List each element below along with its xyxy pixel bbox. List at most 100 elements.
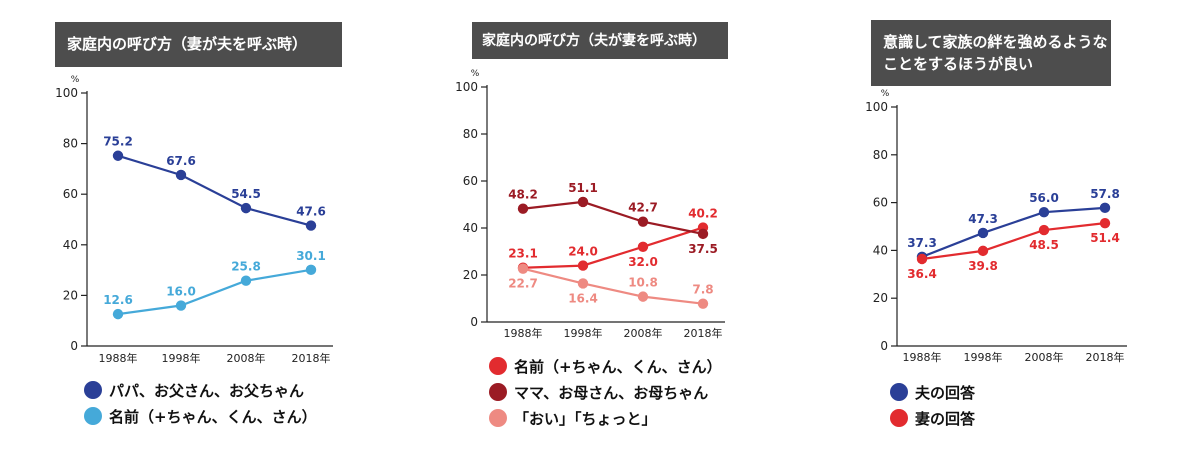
- y-tick-label: 40: [463, 221, 478, 235]
- chart-title-line: 意識して家族の絆を強めるような: [883, 33, 1108, 51]
- y-axis-unit: %: [881, 89, 890, 99]
- data-label: 39.8: [968, 259, 998, 273]
- data-point: [697, 298, 709, 309]
- x-tick-label: 1998年: [162, 351, 201, 365]
- data-point: [517, 263, 529, 274]
- chart-title: 家庭内の呼び方（夫が妻を呼ぶ時）: [472, 22, 728, 59]
- y-tick-label: 0: [70, 339, 78, 353]
- x-tick-label: 1998年: [564, 326, 603, 340]
- legend-label: 夫の回答: [915, 383, 976, 402]
- data-point: [1038, 206, 1050, 218]
- data-label: 32.0: [628, 255, 658, 269]
- data-point: [637, 291, 649, 302]
- legend-label: 名前（+ちゃん、くん、さん）: [514, 357, 722, 376]
- data-point: [112, 150, 124, 161]
- data-point: [517, 203, 529, 214]
- y-tick-label: 60: [63, 187, 78, 201]
- data-point: [977, 227, 989, 239]
- legend: 名前（+ちゃん、くん、さん） ママ、お母さん、お母ちゃん 「おい」「ちょっと」: [489, 353, 722, 431]
- legend-label: 妻の回答: [915, 409, 976, 428]
- series-line: [921, 206, 1106, 258]
- legend-label: 「おい」「ちょっと」: [514, 409, 657, 428]
- legend-item: 夫の回答: [890, 379, 975, 405]
- data-label: 47.3: [968, 212, 998, 226]
- legend-label: パパ、お父さん、お父ちゃん: [109, 381, 305, 400]
- legend-swatch: [84, 381, 102, 399]
- y-tick-label: 20: [63, 288, 78, 302]
- y-tick-label: 20: [463, 268, 478, 282]
- data-point: [637, 216, 649, 227]
- data-point: [240, 275, 252, 286]
- data-label: 36.4: [907, 267, 937, 281]
- data-label: 67.6: [166, 154, 196, 168]
- chart-panel-family-bond: 意識して家族の絆を強めるような ことをするほうが良い % 0 20 40 60 80 100…: [800, 0, 1200, 450]
- y-tick-label: 80: [873, 148, 888, 162]
- data-label: 24.0: [568, 245, 598, 259]
- series-line: [117, 268, 312, 316]
- y-tick-label: 0: [880, 339, 888, 353]
- data-label: 37.3: [907, 236, 937, 250]
- data-point: [1099, 217, 1111, 229]
- data-point: [175, 300, 187, 311]
- data-label: 51.4: [1090, 231, 1120, 245]
- data-label: 42.7: [628, 201, 658, 215]
- legend-swatch: [489, 357, 507, 375]
- y-axis-unit: %: [471, 69, 480, 79]
- data-point: [577, 278, 589, 289]
- data-label: 47.6: [296, 205, 326, 219]
- legend-item: 妻の回答: [890, 405, 975, 431]
- data-label: 7.8: [692, 283, 713, 297]
- series-line: [117, 154, 312, 227]
- legend-item: 名前（+ちゃん、くん、さん）: [84, 403, 317, 429]
- data-label: 37.5: [688, 242, 718, 256]
- y-tick-label: 80: [63, 137, 78, 151]
- line-chart-husband-calls-wife: % 0 20 40 60 80 100 1988年 1998年 2008年 2018年 23.1 24.…: [455, 69, 725, 340]
- data-point: [577, 196, 589, 208]
- y-axis-unit: %: [71, 75, 80, 85]
- legend: パパ、お父さん、お父ちゃん 名前（+ちゃん、くん、さん）: [84, 377, 317, 429]
- y-tick-label: 20: [873, 291, 888, 305]
- data-point: [305, 264, 317, 276]
- data-label: 12.6: [103, 293, 133, 307]
- data-label: 23.1: [508, 247, 538, 261]
- data-point: [977, 245, 989, 257]
- x-tick-label: 1988年: [99, 351, 138, 365]
- series-line: [522, 200, 704, 235]
- data-point: [112, 308, 124, 320]
- series-line: [921, 222, 1106, 261]
- chart-title: 意識して家族の絆を強めるような ことをするほうが良い: [871, 20, 1111, 86]
- data-label: 48.5: [1029, 238, 1059, 252]
- x-tick-label: 2008年: [227, 351, 266, 365]
- y-tick-label: 100: [55, 86, 78, 100]
- x-tick-label: 2018年: [684, 326, 723, 340]
- chart-title-line: 家庭内の呼び方（夫が妻を呼ぶ時）: [482, 33, 706, 49]
- legend-swatch: [890, 409, 908, 427]
- y-tick-label: 40: [63, 238, 78, 252]
- series-line: [522, 226, 704, 269]
- data-label: 16.0: [166, 285, 196, 299]
- data-label: 22.7: [508, 277, 538, 291]
- data-label: 51.1: [568, 181, 598, 195]
- x-tick-label: 2018年: [292, 351, 331, 365]
- legend-label: ママ、お母さん、お母ちゃん: [514, 383, 709, 402]
- data-label: 25.8: [231, 260, 261, 274]
- data-label: 10.8: [628, 276, 658, 290]
- legend-label: 名前（+ちゃん、くん、さん）: [109, 407, 317, 426]
- y-tick-label: 60: [463, 174, 478, 188]
- data-label: 54.5: [231, 187, 261, 201]
- legend-item: ママ、お母さん、お母ちゃん: [489, 379, 722, 405]
- x-tick-label: 1988年: [504, 326, 543, 340]
- data-label: 56.0: [1029, 191, 1059, 205]
- data-label: 57.8: [1090, 187, 1120, 201]
- data-label: 48.2: [508, 188, 538, 202]
- data-point: [1038, 224, 1050, 236]
- data-label: 16.4: [568, 291, 598, 305]
- legend: 夫の回答 妻の回答: [890, 379, 975, 431]
- x-tick-label: 1998年: [964, 350, 1003, 364]
- legend-item: 名前（+ちゃん、くん、さん）: [489, 353, 722, 379]
- legend-swatch: [489, 409, 507, 427]
- data-label: 40.2: [688, 207, 718, 221]
- legend-swatch: [489, 383, 507, 401]
- x-tick-label: 2008年: [624, 326, 663, 340]
- legend-item: パパ、お父さん、お父ちゃん: [84, 377, 317, 403]
